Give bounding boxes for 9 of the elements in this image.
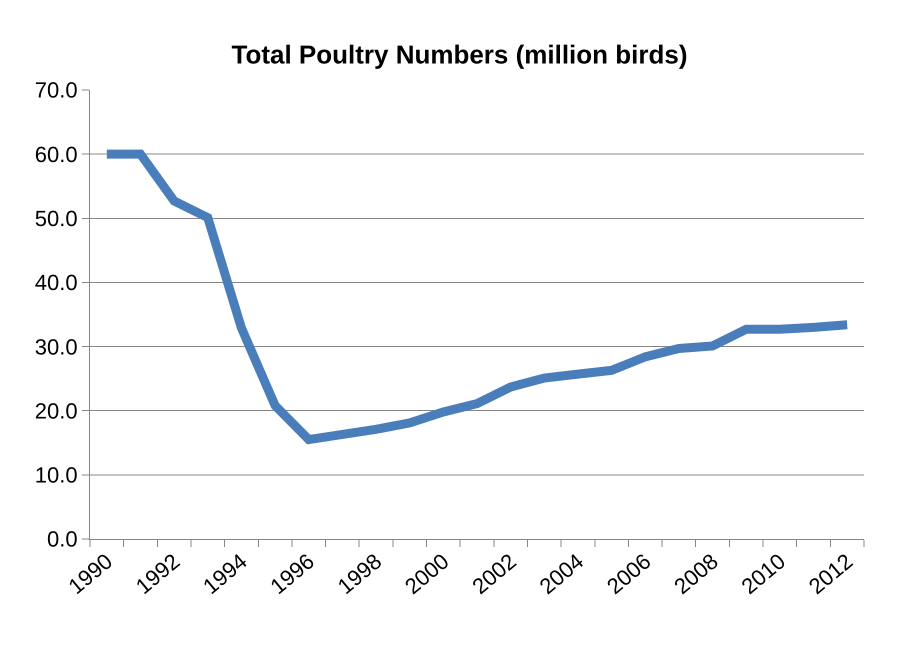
chart-title: Total Poultry Numbers (million birds) <box>232 40 688 70</box>
y-tick-label: 70.0 <box>34 78 78 103</box>
y-tick-label: 40.0 <box>34 270 78 296</box>
y-tick-label: 10.0 <box>34 462 78 488</box>
y-tick-label: 50.0 <box>34 206 78 231</box>
y-tick-label: 20.0 <box>34 398 78 424</box>
y-tick-label: 0.0 <box>47 526 78 552</box>
y-tick-label: 30.0 <box>34 334 78 360</box>
y-tick-label: 60.0 <box>34 142 78 167</box>
